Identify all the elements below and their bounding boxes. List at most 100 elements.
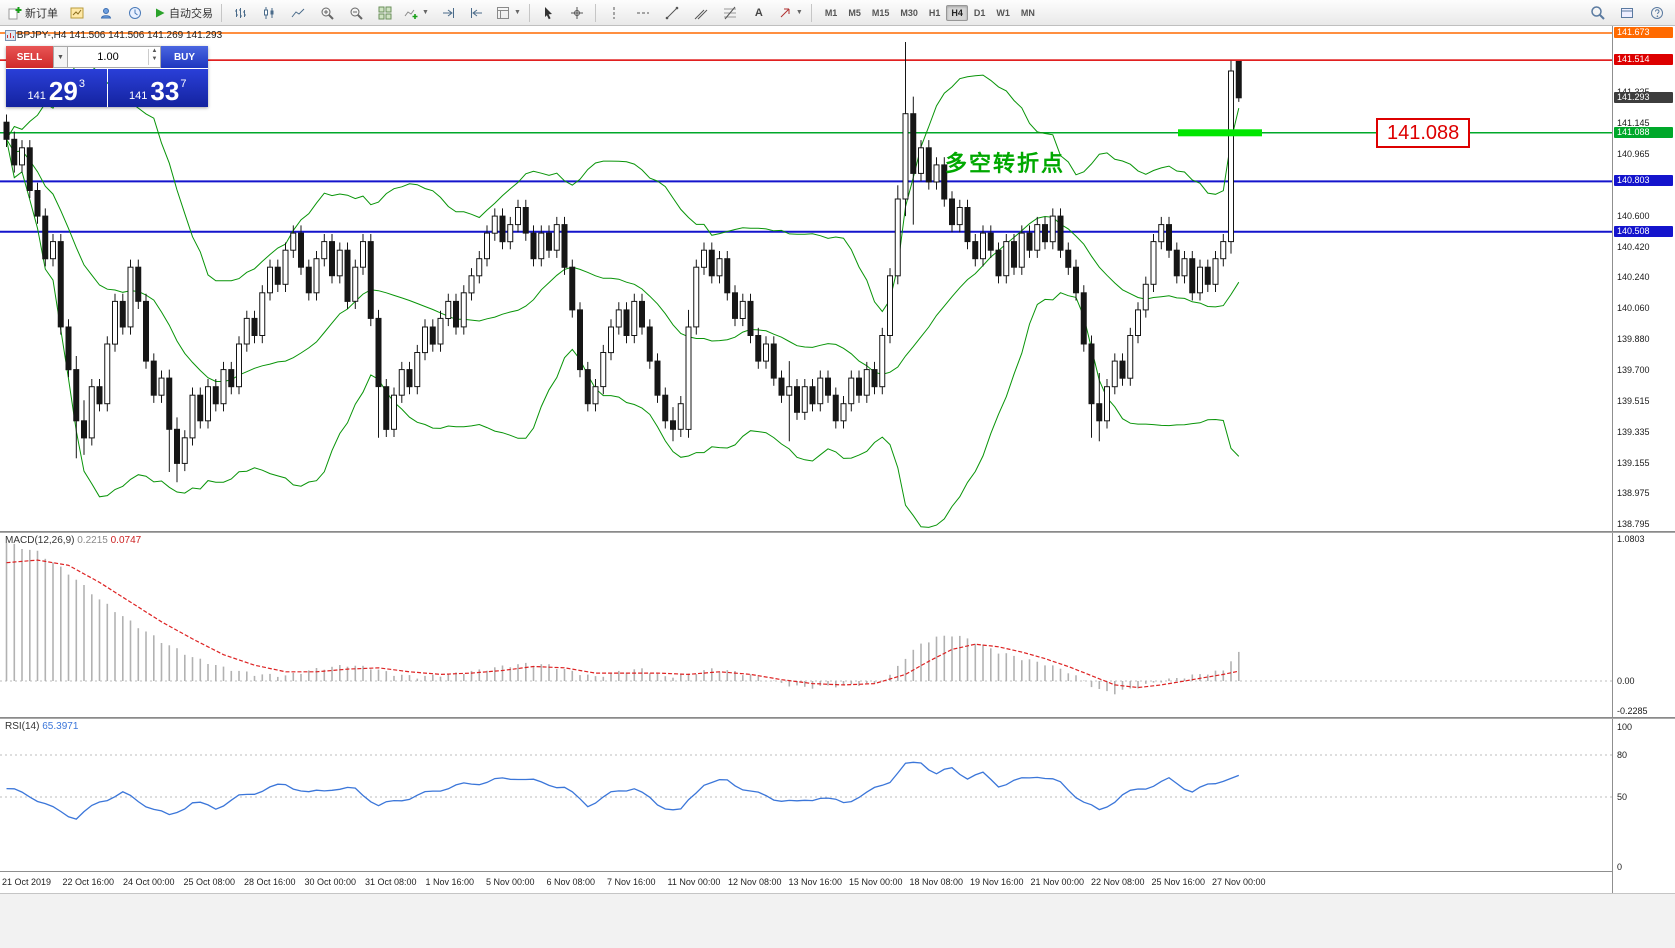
volume-spinner: ▲ ▼ [148,48,160,65]
vertical-line-button[interactable] [600,2,628,24]
candlestick-button[interactable] [255,2,283,24]
help-button[interactable] [1643,2,1671,24]
timeframe-button-M30[interactable]: M30 [900,7,918,18]
sell-button[interactable]: SELL [6,46,53,68]
volume-dropdown-button[interactable]: ▼ [53,46,68,68]
tile-windows-button[interactable] [371,2,399,24]
time-label: 24 Oct 00:00 [123,877,175,887]
panel-splitter[interactable] [0,531,1675,533]
ohlc-info-text: GBPJPY-,H4 141.506 141.506 141.269 141.2… [9,30,223,41]
price-tick: 141.145 [1617,118,1650,129]
buy-price-display[interactable]: 141 33 7 [107,69,208,107]
price-tick: 139.155 [1617,457,1650,468]
panel-splitter[interactable] [0,717,1675,719]
macd-panel[interactable]: MACD(12,26,9) 0.2215 0.0747 [0,533,1612,717]
bar-chart-icon [233,6,247,20]
window-list-button[interactable] [1613,2,1641,24]
macd-svg [0,533,1612,717]
zoom-in-button[interactable] [313,2,341,24]
price-tick: 139.880 [1617,333,1650,344]
volume-down-button[interactable]: ▼ [151,56,158,62]
timeframe-button-H4[interactable]: H4 [946,4,968,21]
timeframe-button-M15[interactable]: M15 [871,7,890,18]
profiles-icon [99,6,113,20]
price-tick: 139.700 [1617,364,1650,375]
macd-label: MACD(12,26,9) 0.2215 0.0747 [5,535,141,546]
time-label: 6 Nov 08:00 [546,877,596,887]
chart-shift-button[interactable] [463,2,491,24]
market-watch-button[interactable] [121,2,149,24]
tile-windows-icon [378,6,392,20]
line-chart-button[interactable] [284,2,312,24]
price-callout-label[interactable]: 141.088 [1376,118,1471,148]
channel-button[interactable] [687,2,715,24]
templates-button[interactable]: ▼ [492,2,525,24]
cursor-button[interactable] [534,2,562,24]
sell-price-sup: 3 [78,78,85,90]
price-level-badge: 140.508 [1614,225,1673,237]
price-axis[interactable]: 141.325141.145140.965140.600140.420140.2… [1612,26,1675,893]
buy-price-big: 33 [150,76,180,106]
support-marker [1178,129,1262,137]
macd-axis-max: 1.0803 [1617,534,1645,544]
auto-trading-button[interactable]: 自动交易 [150,2,217,24]
zoom-out-button[interactable] [342,2,370,24]
bar-chart-button[interactable] [226,2,254,24]
text-tool-button[interactable]: A [745,2,773,24]
price-level-badge: 141.514 [1614,54,1673,66]
timeframe-button-D1[interactable]: D1 [973,7,986,18]
channel-icon [694,6,708,20]
toolbar-separator [594,3,596,22]
buy-button[interactable]: BUY [161,46,208,68]
new-order-button[interactable]: 新订单 [4,2,62,24]
line-chart-icon [291,6,305,20]
timeframe-button-H1[interactable]: H1 [928,7,941,18]
horizontal-line-icon [636,8,650,18]
timeframe-button-W1[interactable]: W1 [996,7,1010,18]
candles-group [3,42,1242,483]
rsi-label: RSI(14) 65.3971 [5,721,78,732]
new-chart-button[interactable] [63,2,91,24]
rsi-panel[interactable]: RSI(14) 65.3971 [0,719,1612,871]
volume-input[interactable] [68,50,148,64]
crosshair-button[interactable] [563,2,591,24]
auto-scroll-button[interactable] [434,2,462,24]
new-order-icon [8,6,22,20]
bottom-space [0,893,1675,948]
macd-name: MACD(12,26,9) [5,535,75,546]
time-label: 21 Oct 2019 [2,877,52,887]
arrow-tools-button[interactable]: ▼ [774,2,807,24]
trendline-button[interactable] [658,2,686,24]
profiles-button[interactable] [92,2,120,24]
toolbar-right-group [1583,2,1671,24]
price-tick: 140.240 [1617,272,1650,283]
time-axis[interactable]: 21 Oct 2019 22 Oct 16:00 24 Oct 00:00 25 Oc… [0,871,1612,893]
templates-caret-icon: ▼ [513,9,521,16]
price-tick: 140.600 [1617,211,1650,222]
price-level-badge: 141.673 [1614,26,1673,38]
annotation-text[interactable]: 多空转折点 [945,151,1066,176]
candlestick-icon [262,6,276,20]
toolbar-separator [810,3,812,22]
time-label: 13 Nov 16:00 [788,877,843,887]
timeframe-button-MN[interactable]: MN [1020,7,1035,18]
new-chart-icon [70,6,84,20]
search-button[interactable] [1583,2,1611,24]
zoom-out-icon [349,6,363,20]
timeframe-button-M1[interactable]: M1 [824,7,838,18]
time-label: 25 Oct 08:00 [183,877,236,887]
fibonacci-button[interactable] [716,2,744,24]
time-label: 25 Nov 16:00 [1151,877,1206,887]
templates-icon [496,6,510,20]
horizontal-line-button[interactable] [629,2,657,24]
sell-price-display[interactable]: 141 29 3 [6,69,107,107]
search-icon [1590,5,1605,20]
time-label: 19 Nov 16:00 [970,877,1024,887]
volume-up-button[interactable]: ▲ [151,48,158,54]
main-chart-canvas[interactable]: GBPJPY-,H4 141.506 141.506 141.269 141.2… [0,26,1612,531]
indicators-button[interactable]: ▼ [400,2,433,24]
buy-price-sup: 7 [180,78,187,90]
macd-axis-zero: 0.00 [1617,675,1635,686]
timeframe-button-M5[interactable]: M5 [848,7,861,18]
trendline-icon [665,6,679,20]
